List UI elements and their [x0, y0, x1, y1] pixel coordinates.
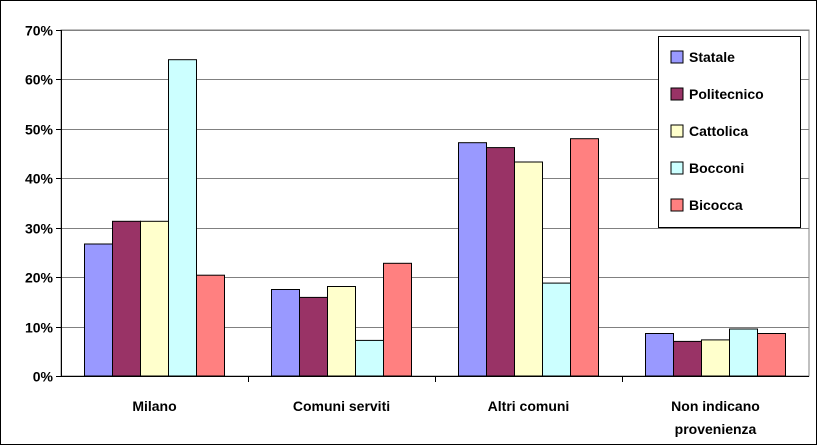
bar-cattolica-1 — [327, 286, 356, 377]
bar-bocconi-0 — [168, 59, 197, 377]
legend-label-cattolica: Cattolica — [689, 123, 748, 139]
legend-swatch-bicocca — [670, 198, 684, 212]
category-label-line: Altri comuni — [488, 398, 570, 414]
category-label: Altri comuni — [488, 398, 570, 414]
bar-bocconi-1 — [355, 339, 384, 377]
bar-statale-1 — [271, 289, 300, 377]
bar-bocconi-3 — [729, 328, 758, 377]
category-label-line: provenienza — [675, 421, 757, 437]
axes — [56, 30, 809, 382]
bar-bicocca-3 — [757, 333, 786, 377]
category-label: Milano — [132, 398, 176, 414]
bar-bicocca-0 — [196, 274, 225, 377]
bar-cattolica-0 — [140, 220, 169, 377]
bar-politecnico-2 — [486, 147, 515, 377]
bar-statale-2 — [458, 142, 487, 377]
category-label-line: Non indicano — [671, 398, 760, 414]
y-tick-label: 50% — [25, 122, 54, 138]
bar-bicocca-2 — [570, 138, 599, 377]
legend-swatch-cattolica — [670, 124, 684, 138]
bar-cattolica-2 — [514, 161, 543, 377]
y-tick-labels: 0% 10% 20% 30% 40% 50% 60% 70% — [25, 23, 54, 385]
category-label: Non indicano provenienza — [671, 398, 760, 437]
y-tick-label: 30% — [25, 221, 54, 237]
bars — [84, 59, 786, 377]
category-label: Comuni serviti — [293, 398, 390, 414]
y-tick-label: 20% — [25, 270, 54, 286]
bar-politecnico-0 — [112, 220, 141, 377]
category-label-line: Milano — [132, 398, 176, 414]
y-tick-label: 70% — [25, 23, 54, 39]
legend-swatch-politecnico — [670, 87, 684, 101]
y-tick-label: 40% — [25, 171, 54, 187]
bar-bicocca-1 — [383, 262, 412, 377]
legend-label-politecnico: Politecnico — [689, 86, 764, 102]
legend-swatch-bocconi — [670, 161, 684, 175]
category-label-line: Comuni serviti — [293, 398, 390, 414]
bar-bocconi-2 — [542, 282, 571, 377]
legend-swatch-statale — [670, 50, 684, 64]
bar-statale-0 — [84, 243, 113, 377]
legend-label-bocconi: Bocconi — [689, 160, 744, 176]
y-tick-label: 0% — [33, 369, 54, 385]
legend: Statale Politecnico Cattolica Bocconi Bicocc… — [658, 36, 801, 228]
y-tick-label: 60% — [25, 72, 54, 88]
y-tick-label: 10% — [25, 320, 54, 336]
category-labels: Milano Comuni serviti Altri comuni Non indi… — [132, 398, 760, 437]
legend-label-bicocca: Bicocca — [689, 197, 743, 213]
bar-statale-3 — [645, 333, 674, 377]
bar-politecnico-1 — [299, 296, 328, 377]
bar-politecnico-3 — [673, 340, 702, 377]
bar-cattolica-3 — [701, 339, 730, 377]
legend-label-statale: Statale — [689, 49, 735, 65]
